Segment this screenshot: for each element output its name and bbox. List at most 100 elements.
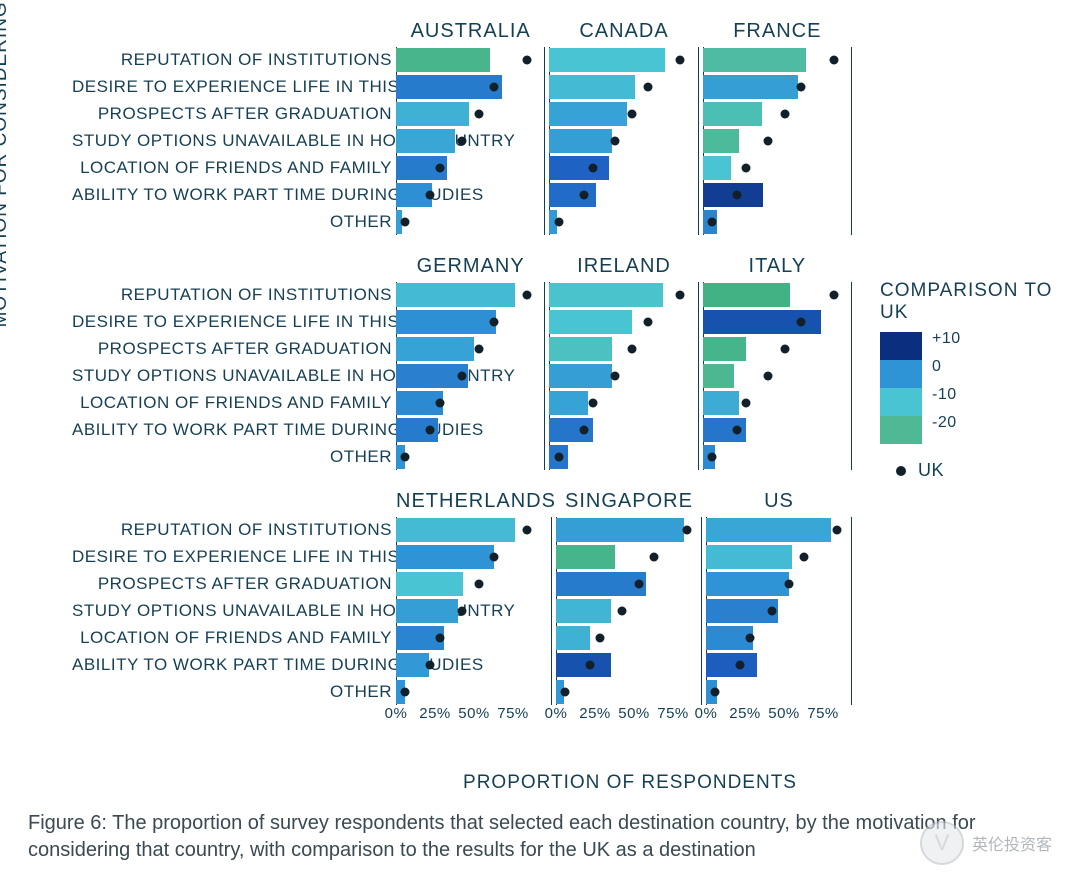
panel-title: FRANCE <box>703 20 852 48</box>
bar <box>703 75 798 99</box>
uk-reference-dot <box>764 137 773 146</box>
panel-plot <box>703 283 852 469</box>
uk-reference-dot <box>579 191 588 200</box>
x-tick-label: 0% <box>695 705 718 722</box>
category-label: OTHER <box>72 680 392 704</box>
uk-reference-dot <box>426 191 435 200</box>
x-tick-label: 75% <box>497 705 529 722</box>
uk-reference-dot <box>523 291 532 300</box>
bar <box>556 653 611 677</box>
uk-reference-dot <box>833 526 842 535</box>
uk-reference-dot <box>711 688 720 697</box>
category-label: LOCATION OF FRIENDS AND FAMILY <box>72 156 392 180</box>
uk-reference-dot <box>401 453 410 462</box>
bar <box>549 75 635 99</box>
bar <box>706 545 792 569</box>
watermark-logo-icon: V <box>920 821 964 865</box>
x-tick-label: 50% <box>458 705 490 722</box>
panel-plot <box>396 518 552 704</box>
bar <box>396 518 515 542</box>
bar <box>549 310 632 334</box>
uk-reference-dot <box>781 345 790 354</box>
uk-reference-dot <box>457 372 466 381</box>
uk-reference-dot <box>589 399 598 408</box>
x-tick-label: 50% <box>618 705 650 722</box>
category-label: ABILITY TO WORK PART TIME DURING STUDIES <box>72 418 392 442</box>
bar <box>549 102 627 126</box>
uk-reference-dot <box>767 607 776 616</box>
bar <box>396 572 463 596</box>
bar <box>706 572 789 596</box>
uk-reference-dot <box>401 218 410 227</box>
uk-reference-dot <box>561 688 570 697</box>
panel-plot <box>549 283 698 469</box>
category-label: DESIRE TO EXPERIENCE LIFE IN THIS COUNTR… <box>72 75 392 99</box>
legend-color-segment <box>880 332 922 360</box>
panel: CANADA <box>549 20 698 237</box>
category-label: REPUTATION OF INSTITUTIONS <box>72 283 392 307</box>
panel: ITALY <box>703 255 852 472</box>
uk-reference-dot <box>742 164 751 173</box>
legend-color-segment <box>880 388 922 416</box>
x-tick-label: 50% <box>768 705 800 722</box>
bar <box>549 364 611 388</box>
bar <box>703 391 739 415</box>
uk-reference-dot <box>490 83 499 92</box>
bar <box>396 310 496 334</box>
panel-plot <box>556 518 702 704</box>
figure: MOTIVATION FOR CONSIDERING STUDY IN THIS… <box>0 0 1080 893</box>
uk-reference-dot <box>586 661 595 670</box>
category-label: PROSPECTS AFTER GRADUATION <box>72 337 392 361</box>
bar <box>396 102 469 126</box>
uk-dot-icon <box>896 466 906 476</box>
panel-title: CANADA <box>549 20 698 48</box>
category-label: OTHER <box>72 445 392 469</box>
uk-reference-dot <box>781 110 790 119</box>
uk-reference-dot <box>589 164 598 173</box>
category-label: LOCATION OF FRIENDS AND FAMILY <box>72 391 392 415</box>
uk-reference-dot <box>490 318 499 327</box>
bar <box>703 337 747 361</box>
uk-reference-dot <box>595 634 604 643</box>
legend-labels: +100-10-20 <box>932 332 961 444</box>
panel-title: IRELAND <box>549 255 698 283</box>
uk-reference-dot <box>796 318 805 327</box>
uk-reference-dot <box>784 580 793 589</box>
uk-reference-dot <box>435 164 444 173</box>
legend-colorbar <box>880 332 922 444</box>
legend-tick-label: -10 <box>932 388 961 416</box>
uk-reference-dot <box>732 191 741 200</box>
figure-caption: Figure 6: The proportion of survey respo… <box>28 810 1040 864</box>
legend-tick-label: 0 <box>932 360 961 388</box>
bar <box>703 364 734 388</box>
uk-reference-dot <box>643 318 652 327</box>
uk-reference-dot <box>628 345 637 354</box>
x-tick-label: 25% <box>419 705 451 722</box>
bar <box>549 283 663 307</box>
bar <box>396 599 458 623</box>
x-tick-label: 75% <box>807 705 839 722</box>
legend-uk: UK <box>880 460 1060 481</box>
category-label: REPUTATION OF INSTITUTIONS <box>72 518 392 542</box>
x-tick-label: 25% <box>579 705 611 722</box>
uk-reference-dot <box>474 580 483 589</box>
x-axis-ticks: 0%25%50%75% <box>556 704 702 728</box>
panel-title: AUSTRALIA <box>396 20 545 48</box>
bar <box>556 626 590 650</box>
panel: IRELAND <box>549 255 698 472</box>
watermark: V 英伦投资客 <box>920 821 1052 865</box>
uk-reference-dot <box>579 426 588 435</box>
panel-plot <box>706 518 852 704</box>
panel: FRANCE <box>703 20 852 237</box>
panel: NETHERLANDS0%25%50%75% <box>396 490 552 728</box>
uk-reference-dot <box>742 399 751 408</box>
category-label: PROSPECTS AFTER GRADUATION <box>72 572 392 596</box>
category-label: OTHER <box>72 210 392 234</box>
panel: US0%25%50%75% <box>706 490 852 728</box>
bar <box>396 129 455 153</box>
category-label: STUDY OPTIONS UNAVAILABLE IN HOME COUNTR… <box>72 364 392 388</box>
uk-reference-dot <box>435 634 444 643</box>
uk-reference-dot <box>610 137 619 146</box>
y-axis-label: MOTIVATION FOR CONSIDERING STUDY IN THIS… <box>0 0 12 418</box>
bar <box>706 653 757 677</box>
